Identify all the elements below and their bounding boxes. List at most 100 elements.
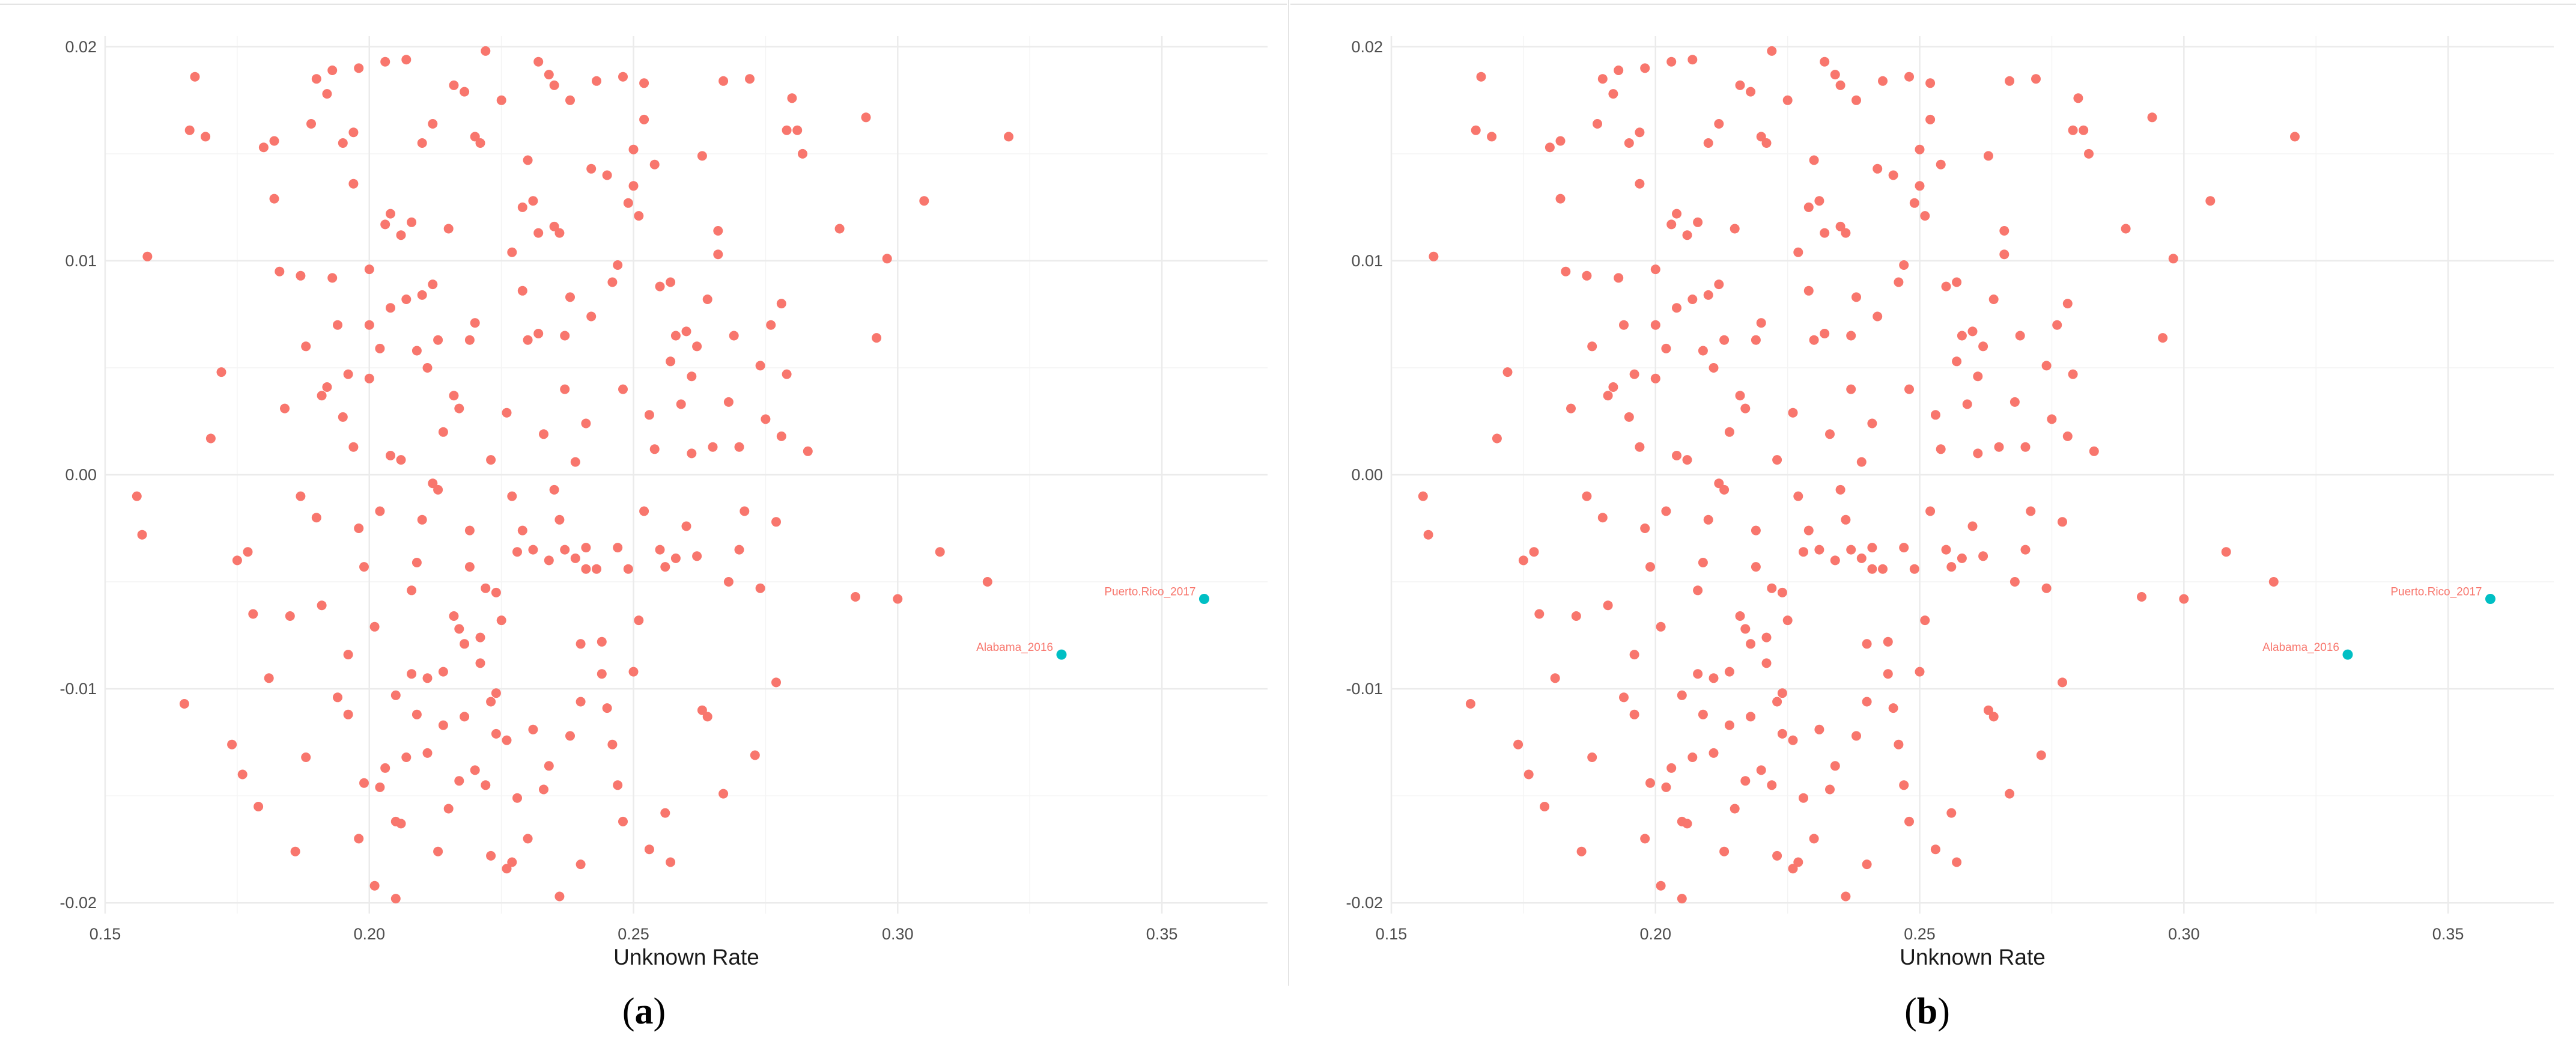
scatter-plot-b: 0.15 0.20 0.25 0.30 0.35 -0.02 -0.01 0.00 0.01 0.… [1346, 36, 2554, 969]
data-point [549, 80, 559, 90]
data-point [644, 410, 654, 420]
data-point [570, 457, 580, 467]
data-point [481, 46, 491, 56]
data-point [517, 285, 527, 296]
data-point [1465, 699, 1475, 709]
data-point [1746, 639, 1756, 649]
data-point [142, 251, 153, 261]
data-point [1693, 217, 1703, 227]
data-point [771, 517, 781, 527]
data-point [1867, 418, 1877, 429]
data-point [2121, 224, 2131, 234]
data-point [861, 112, 871, 123]
data-point [1767, 583, 1777, 593]
data-point [1973, 371, 1983, 382]
data-point [2036, 750, 2046, 760]
panel-b-caption: (b) [1867, 990, 1987, 1033]
data-point [1724, 720, 1734, 730]
data-point [470, 132, 480, 142]
data-point [137, 530, 147, 540]
data-point [613, 780, 623, 790]
data-point [1629, 709, 1639, 719]
caption-letter: b [1916, 991, 1938, 1032]
data-point [1656, 881, 1666, 891]
data-point [2041, 583, 2052, 593]
data-point [1803, 285, 1814, 296]
data-point [544, 761, 554, 771]
data-point [576, 639, 586, 649]
data-point [1540, 802, 1550, 811]
data-point [1624, 412, 1634, 422]
data-point [1635, 127, 1645, 138]
data-point [1751, 335, 1761, 345]
data-point [586, 311, 597, 322]
grid-lines [104, 36, 1268, 914]
data-point [1619, 692, 1629, 703]
data-point [1899, 543, 1909, 553]
y-tick-label: 0.00 [1351, 466, 1383, 484]
data-point [496, 615, 506, 626]
data-point [1814, 545, 1824, 555]
data-point [628, 181, 639, 191]
data-point [523, 834, 533, 844]
scatter-plot-a: 0.15 0.20 0.25 0.30 0.35 -0.02 -0.01 0.00 0.01 0.… [59, 36, 1268, 969]
data-point [1624, 138, 1634, 148]
data-point [496, 95, 506, 105]
data-point [1952, 356, 1962, 367]
data-point [470, 318, 480, 328]
data-point [1587, 752, 1597, 762]
data-point [354, 834, 364, 844]
data-point [1703, 290, 1713, 300]
data-point [280, 403, 290, 414]
data-point [1983, 151, 1993, 161]
data-point [269, 136, 279, 146]
x-tick-label: 0.25 [1904, 925, 1936, 943]
data-point [771, 677, 781, 688]
data-point [1492, 433, 1502, 444]
data-point [438, 427, 448, 437]
data-point [1761, 632, 1772, 643]
data-point [872, 333, 882, 343]
data-point [523, 335, 533, 345]
data-point [1841, 891, 1851, 902]
data-point [1878, 76, 1888, 86]
data-point [581, 543, 591, 553]
data-point [1904, 384, 1914, 394]
data-point [528, 196, 538, 206]
data-point [1746, 87, 1756, 97]
data-point [755, 361, 765, 371]
data-point [386, 451, 395, 460]
data-point [1724, 427, 1734, 437]
data-point [1555, 194, 1566, 204]
data-point [1619, 320, 1629, 330]
data-point [2005, 76, 2015, 86]
data-point [618, 72, 628, 82]
data-point [216, 367, 226, 377]
top-frame-rule [0, 4, 1287, 5]
data-point [237, 769, 248, 780]
data-point [1978, 551, 1988, 561]
data-point [2137, 592, 2146, 602]
data-point [560, 331, 570, 341]
data-point [1814, 196, 1824, 206]
data-point [549, 484, 559, 495]
data-point [396, 455, 406, 465]
data-point [692, 341, 702, 352]
data-point [380, 219, 390, 230]
data-point [2073, 93, 2083, 103]
data-point [1852, 731, 1861, 741]
data-point [1862, 859, 1872, 870]
data-point [782, 369, 792, 379]
data-point [528, 545, 538, 555]
data-point [1614, 273, 1624, 283]
data-point [422, 363, 433, 373]
data-point [343, 369, 353, 379]
data-point [565, 95, 575, 105]
data-point [348, 179, 359, 189]
data-point [470, 765, 480, 775]
data-point [560, 545, 570, 555]
data-point [491, 728, 501, 739]
data-point [401, 752, 412, 762]
data-point [1593, 119, 1602, 129]
data-point [1788, 735, 1798, 745]
